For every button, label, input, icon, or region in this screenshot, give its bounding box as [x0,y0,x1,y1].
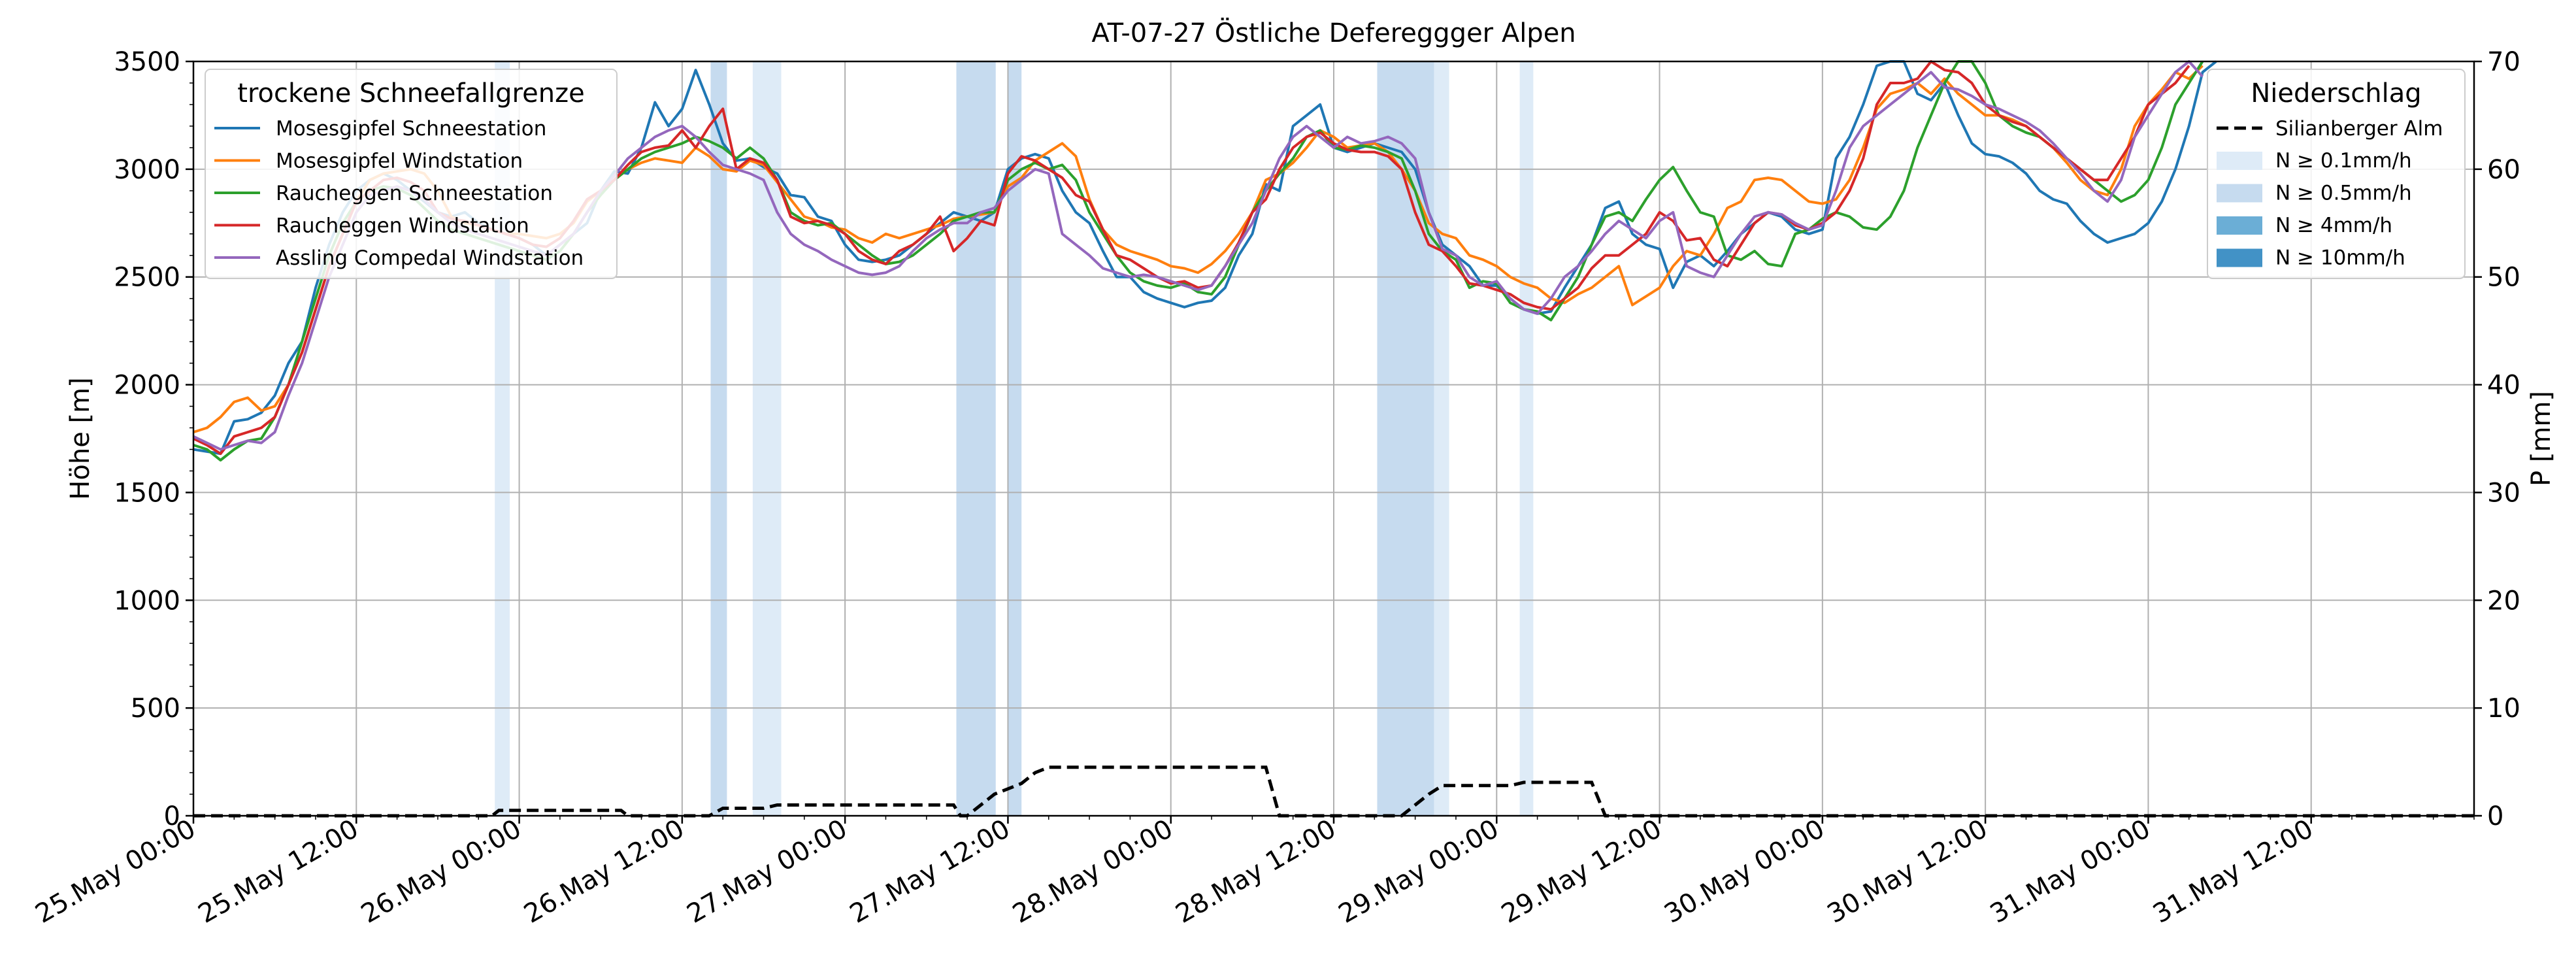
precip-band [1434,61,1449,816]
snow-legend: trockene Schneefallgrenze Mosesgipfel Sc… [205,69,618,279]
snow-legend-box [205,69,618,279]
y-tick-label: 500 [131,694,180,724]
y-tick-label: 2500 [114,263,180,293]
y2-tick-label: 50 [2487,263,2520,293]
precip-legend-swatch [2217,248,2262,267]
precip-legend-box [2207,69,2466,279]
precip-legend-bands: N ≥ 0.1mm/h N ≥ 0.5mm/h N ≥ 4mm/h N ≥ 10mm/… [2217,149,2412,270]
snow-legend-label: Mosesgipfel Windstation [276,150,523,173]
y-tick-label: 3500 [114,47,180,77]
y2-tick-label: 60 [2487,155,2520,185]
precip-band [1008,61,1022,816]
y2-tick-label: 40 [2487,371,2520,401]
chart-title: AT-07-27 Östliche Defereggger Alpen [1091,17,1576,48]
precip-band [710,61,727,816]
y-axis-label: Höhe [m] [65,377,95,499]
precip-legend-line-label: Silianberger Alm [2275,117,2443,141]
precip-legend-swatch [2217,216,2262,235]
precip-legend-label: N ≥ 10mm/h [2275,246,2405,270]
snow-legend-label: Raucheggen Windstation [276,214,529,238]
snow-legend-entries: Mosesgipfel Schneestation Mosesgipfel Win… [214,117,584,270]
precip-legend-label: N ≥ 0.1mm/h [2275,149,2412,173]
precip-legend: Niederschlag Silianberger Alm N ≥ 0.1mm/… [2207,69,2466,279]
precip-legend-label: N ≥ 0.5mm/h [2275,182,2412,205]
precip-band [1377,61,1434,816]
y-tick-label: 0 [164,801,180,831]
y-tick-label: 3000 [114,155,180,185]
y2-tick-label: 30 [2487,478,2520,508]
precip-legend-swatch [2217,184,2262,203]
snow-legend-title: trockene Schneefallgrenze [237,78,584,109]
y-tick-label: 1500 [114,478,180,508]
precip-legend-title: Niederschlag [2251,78,2421,109]
y2-axis-label: P [mm] [2526,391,2556,486]
y2-tick-label: 70 [2487,47,2520,77]
y2-tick-label: 10 [2487,694,2520,724]
snow-legend-label: Mosesgipfel Schneestation [276,117,546,141]
snow-legend-label: Assling Compedal Windstation [276,246,584,270]
precip-bands [495,61,1534,816]
precip-legend-label: N ≥ 4mm/h [2275,214,2392,237]
precip-band [1519,61,1534,816]
snow-legend-label: Raucheggen Schneestation [276,182,553,205]
y-tick-label: 1000 [114,586,180,616]
precip-band [956,61,996,816]
y2-tick-label: 20 [2487,586,2520,616]
precip-legend-swatch [2217,152,2262,170]
y-tick-label: 2000 [114,371,180,401]
y2-tick-label: 0 [2487,801,2503,831]
